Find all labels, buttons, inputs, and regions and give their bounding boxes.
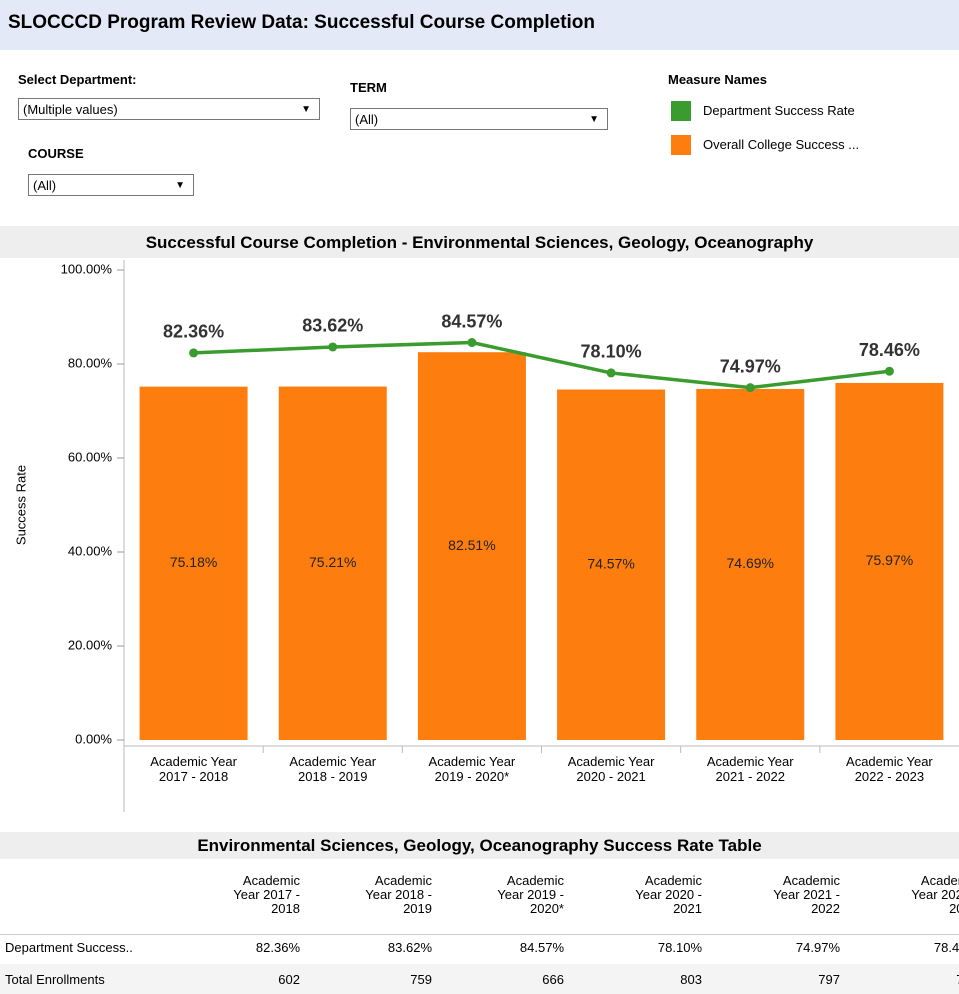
line-label: 83.62% — [302, 316, 363, 336]
table-cell: 797 — [818, 972, 840, 987]
line-point — [189, 348, 199, 358]
bar-label: 74.57% — [587, 555, 634, 571]
table-cell: 78.10% — [657, 940, 702, 955]
line-point — [884, 366, 894, 376]
line-point — [328, 342, 338, 352]
x-tick-label: Academic Year 2020 - 2021 — [567, 754, 655, 784]
table-header: Academic Year 2019 - 2020* — [497, 873, 564, 916]
table-divider — [0, 934, 959, 935]
table-title: Environmental Sciences, Geology, Oceanog… — [197, 836, 762, 855]
table-title-bar — [0, 832, 959, 859]
bar-label: 74.69% — [727, 555, 774, 571]
chart-title: Successful Course Completion - Environme… — [145, 233, 814, 252]
table-cell: 602 — [278, 972, 300, 987]
bar — [417, 352, 526, 740]
bar — [278, 386, 387, 740]
table-header: Academic Year 2017 - 2018 — [233, 873, 300, 916]
dropdown[interactable]: (Multiple values) ▼ — [18, 98, 320, 120]
line-label: 74.97% — [720, 356, 781, 376]
table-header: Academic Year 2022 - 2023 — [911, 873, 959, 916]
x-tick-label: Academic Year 2022 - 2023 — [846, 754, 933, 784]
y-tick-label: 100.00% — [61, 261, 113, 276]
table-cell: 84.57% — [519, 940, 564, 955]
line-point — [745, 383, 755, 393]
line-label: 84.57% — [441, 311, 502, 331]
y-tick-label: 80.00% — [68, 355, 113, 370]
legend-label: Department Success Rate — [703, 103, 855, 118]
row-label: Total Enrollments — [5, 972, 105, 987]
table-cell: 78.46% — [933, 940, 959, 955]
table-cell: 83.62% — [387, 940, 432, 955]
line-label: 78.10% — [581, 342, 642, 362]
legend-title: Measure Names — [668, 72, 767, 87]
bar — [835, 382, 944, 740]
filter-label: TERM — [350, 80, 387, 95]
x-tick-label: Academic Year 2017 - 2018 — [150, 754, 237, 784]
dropdown-value: (All) — [355, 112, 379, 127]
table-header: Academic Year 2020 - 2021 — [635, 873, 702, 916]
chart-title-bar — [0, 226, 959, 258]
table-cell: 759 — [410, 972, 432, 987]
bar-label: 75.97% — [866, 552, 913, 568]
x-tick-label: Academic Year 2018 - 2019 — [289, 754, 377, 784]
x-tick-label: Academic Year 2021 - 2022 — [706, 754, 794, 784]
bar — [139, 386, 248, 740]
table-row-band — [0, 964, 959, 994]
bar-label: 75.21% — [309, 554, 356, 570]
dropdown[interactable]: (All) ▼ — [350, 108, 608, 130]
y-tick-label: 40.00% — [68, 543, 113, 558]
legend-label: Overall College Success ... — [703, 137, 860, 152]
filter-label: COURSE — [28, 146, 84, 161]
table-header: Academic Year 2018 - 2019 — [365, 873, 432, 916]
legend-swatch — [671, 135, 691, 155]
table-cell: 803 — [680, 972, 702, 987]
bar-label: 75.18% — [170, 554, 217, 570]
filter-label: Select Department: — [18, 72, 137, 87]
line-label: 82.36% — [163, 322, 224, 342]
line-point — [606, 368, 616, 378]
table-cell: 708 — [858, 972, 959, 987]
x-tick-label: Academic Year 2019 - 2020* — [428, 754, 516, 784]
row-label: Department Success.. — [5, 940, 133, 955]
header-bar — [0, 0, 959, 50]
page-title: SLOCCCD Program Review Data: Successful … — [8, 12, 596, 33]
bar-label: 82.51% — [448, 537, 495, 553]
bar — [696, 388, 805, 740]
line — [193, 340, 890, 390]
table-cell: 82.36% — [255, 940, 300, 955]
dropdown-value: (All) — [33, 178, 57, 193]
table-cell: 74.97% — [795, 940, 840, 955]
y-axis-label: Success Rate — [13, 465, 28, 545]
dropdown[interactable]: (All) ▼ — [28, 174, 194, 196]
legend-swatch — [671, 101, 691, 121]
bar — [557, 389, 666, 740]
dropdown-value: (Multiple values) — [23, 102, 118, 117]
y-tick-label: 20.00% — [68, 637, 113, 652]
table-header: Academic Year 2021 - 2022 — [773, 873, 840, 916]
y-tick-label: 60.00% — [68, 449, 113, 464]
y-tick-label: 0.00% — [75, 731, 112, 746]
table-cell: 666 — [542, 972, 564, 987]
line-label: 78.46% — [859, 340, 920, 360]
line-point — [467, 338, 477, 348]
